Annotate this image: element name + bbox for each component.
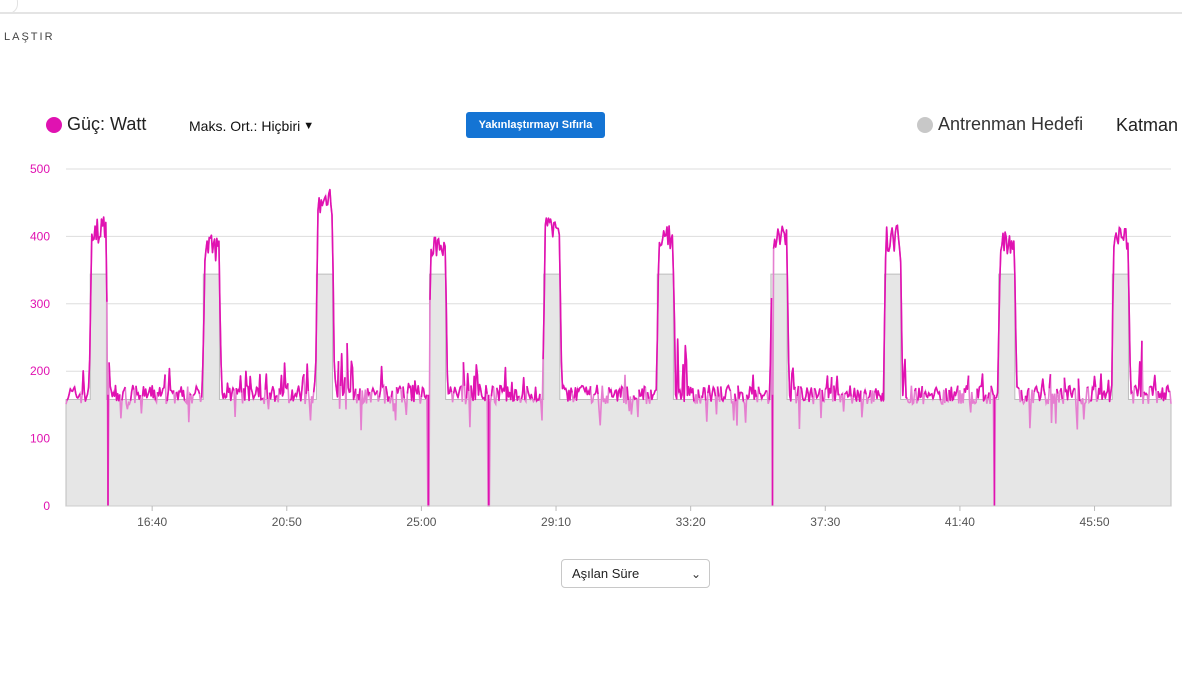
x-axis-select-value: Aşılan Süre <box>572 566 640 581</box>
target-series-area <box>65 273 1172 507</box>
y-tick-label: 200 <box>30 364 50 378</box>
x-tick-label: 16:40 <box>137 515 167 529</box>
x-tick-label: 20:50 <box>272 515 302 529</box>
top-divider <box>0 12 1182 14</box>
x-axis-select[interactable]: Aşılan Süre ⌄ <box>561 559 710 588</box>
power-chart[interactable]: 0 100 200 300 400 500 16:40 20:50 25:00 29:10 33:2… <box>0 150 1182 540</box>
x-tick-label: 41:40 <box>945 515 975 529</box>
y-tick-label: 400 <box>30 229 50 243</box>
x-tick-label: 29:10 <box>541 515 571 529</box>
legend-target-label: Antrenman Hedefi <box>938 114 1084 134</box>
power-legend-dot-icon <box>46 116 62 133</box>
x-tick-label: 37:30 <box>810 515 840 529</box>
legend-workout-target[interactable]: Antrenman Hedefi <box>917 114 1083 135</box>
reset-zoom-button[interactable]: Yakınlaştırmayı Sıfırla <box>466 112 605 138</box>
legend-power-label: Güç: Watt <box>67 114 147 134</box>
section-breadcrumb: LAŞTIR <box>4 31 55 43</box>
y-tick-label: 300 <box>30 297 50 311</box>
x-tick-label: 25:00 <box>406 515 436 529</box>
x-tick-label: 45:50 <box>1080 515 1110 529</box>
layers-menu[interactable]: Katman <box>1116 115 1179 135</box>
y-tick-label: 500 <box>30 162 50 176</box>
target-legend-dot-icon <box>917 116 933 133</box>
caret-down-icon: ▼ <box>303 120 315 132</box>
max-average-dropdown[interactable]: Maks. Ort.: Hiçbiri ▼ <box>189 118 314 134</box>
power-series-line <box>66 188 1170 506</box>
chevron-down-icon: ⌄ <box>690 566 701 581</box>
max-average-label: Maks. Ort.: Hiçbiri <box>189 118 301 134</box>
x-tick-label: 33:20 <box>676 515 706 529</box>
y-tick-label: 0 <box>43 499 50 513</box>
y-tick-label: 100 <box>30 432 50 446</box>
legend-power[interactable]: Güç: Watt <box>46 114 146 135</box>
